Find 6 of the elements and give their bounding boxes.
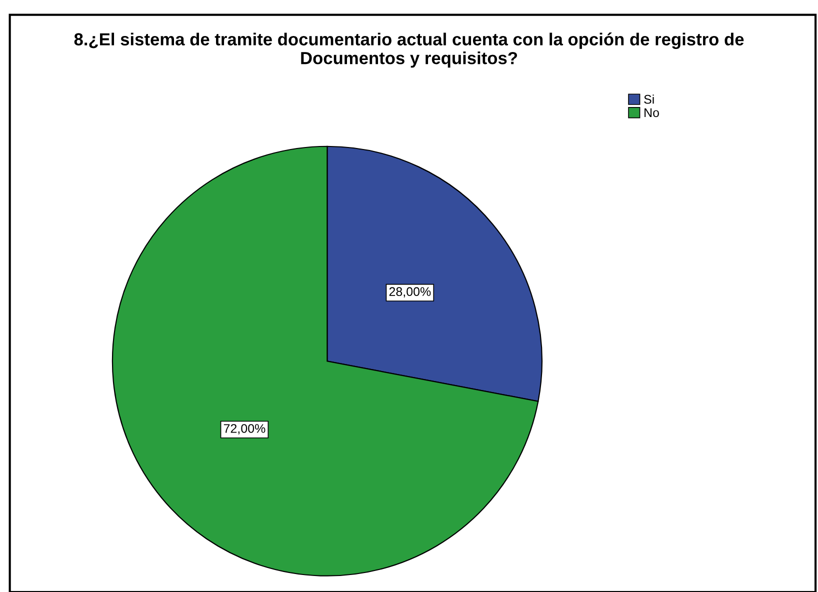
pie-slice [112,146,539,576]
data-label: 72,00% [224,424,266,434]
legend-label: No [644,108,659,118]
chart-title: 8.¿El sistema de tramite documentario actual cuenta con la opción de registro de Documentos y requisitos? [74,32,744,68]
legend-label: Si [644,94,654,104]
data-label: 28,00% [389,287,431,298]
